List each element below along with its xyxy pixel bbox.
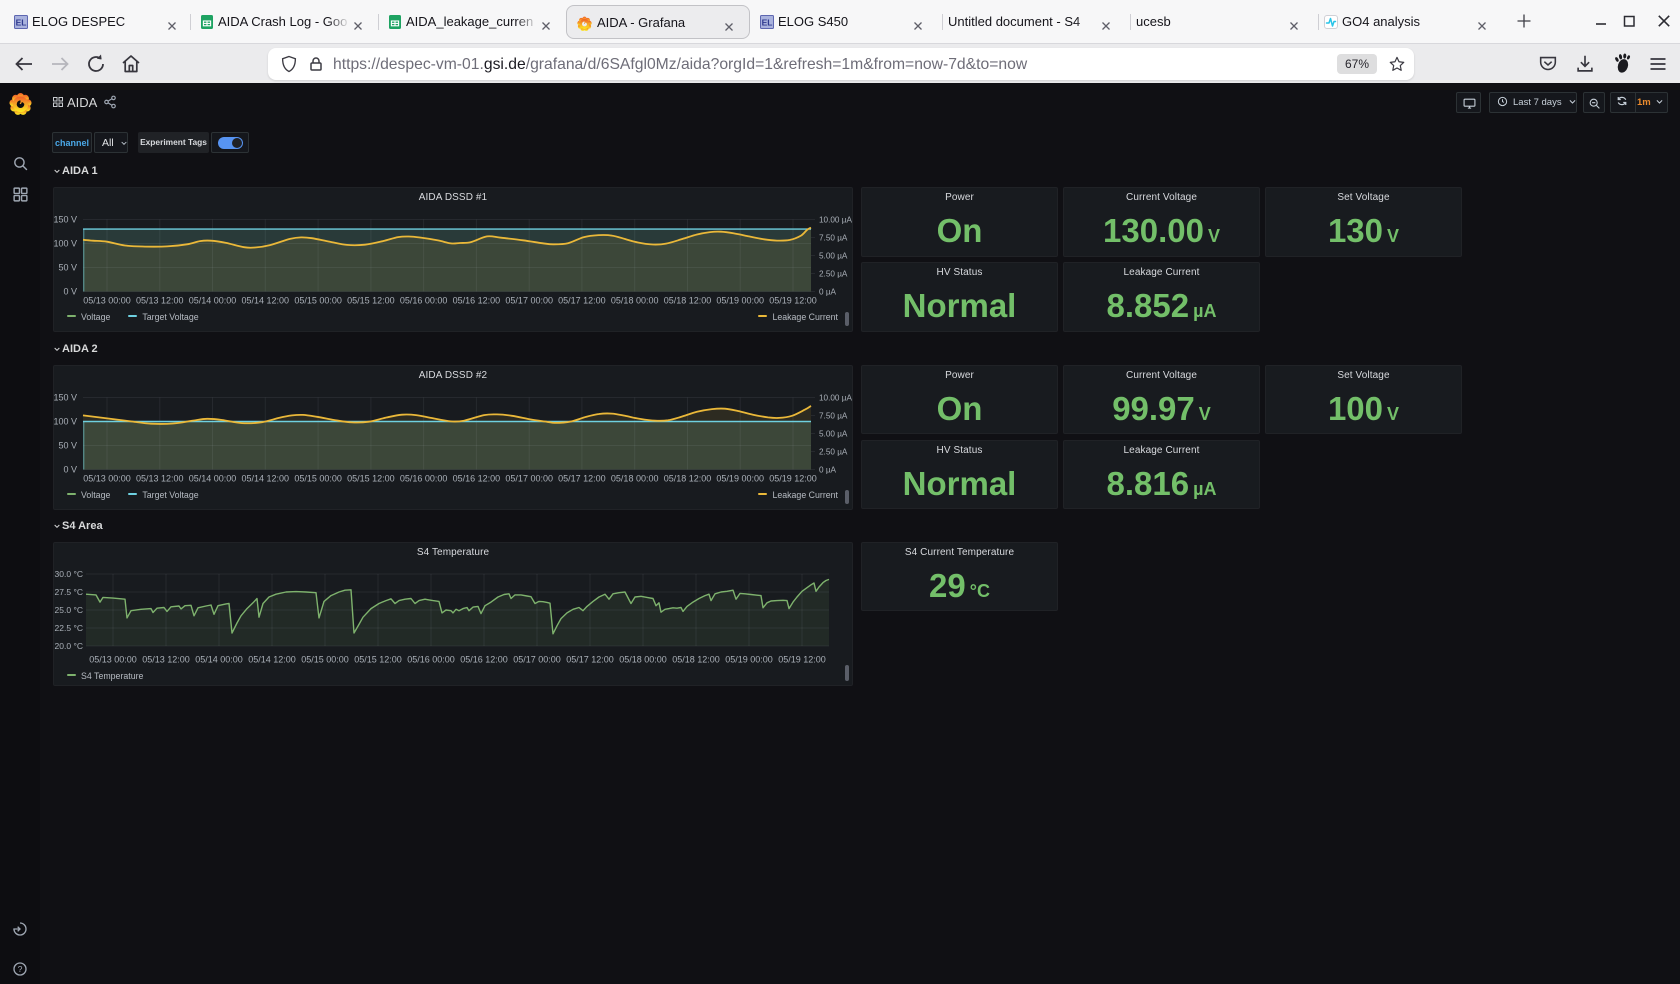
svg-text:100 V: 100 V <box>54 417 77 427</box>
svg-text:05/19 00:00: 05/19 00:00 <box>725 655 773 665</box>
svg-text:10.00 µA: 10.00 µA <box>819 216 852 225</box>
svg-text:2.50 µA: 2.50 µA <box>819 270 848 279</box>
svg-text:05/18 00:00: 05/18 00:00 <box>611 474 659 484</box>
svg-text:05/17 00:00: 05/17 00:00 <box>505 296 553 306</box>
svg-text:05/15 12:00: 05/15 12:00 <box>347 474 395 484</box>
svg-text:05/16 00:00: 05/16 00:00 <box>407 655 455 665</box>
svg-text:05/13 12:00: 05/13 12:00 <box>136 474 184 484</box>
svg-text:05/17 00:00: 05/17 00:00 <box>505 474 553 484</box>
svg-text:2.50 µA: 2.50 µA <box>819 448 848 457</box>
svg-text:05/13 00:00: 05/13 00:00 <box>83 296 131 306</box>
svg-text:10.00 µA: 10.00 µA <box>819 394 852 403</box>
svg-text:05/14 12:00: 05/14 12:00 <box>242 296 290 306</box>
svg-text:20.0 °C: 20.0 °C <box>55 641 83 651</box>
svg-text:EL: EL <box>762 17 773 27</box>
svg-text:05/16 12:00: 05/16 12:00 <box>453 474 501 484</box>
svg-text:05/17 12:00: 05/17 12:00 <box>566 655 614 665</box>
svg-text:05/13 12:00: 05/13 12:00 <box>136 296 184 306</box>
svg-text:05/18 12:00: 05/18 12:00 <box>664 474 712 484</box>
svg-text:05/19 00:00: 05/19 00:00 <box>716 474 764 484</box>
svg-text:7.50 µA: 7.50 µA <box>819 234 848 243</box>
svg-text:05/14 00:00: 05/14 00:00 <box>189 474 237 484</box>
svg-text:05/19 12:00: 05/19 12:00 <box>769 296 817 306</box>
svg-text:EL: EL <box>16 17 27 27</box>
svg-text:27.5 °C: 27.5 °C <box>55 587 83 597</box>
svg-text:150 V: 150 V <box>54 215 77 225</box>
svg-text:05/16 12:00: 05/16 12:00 <box>453 296 501 306</box>
svg-text:05/14 00:00: 05/14 00:00 <box>189 296 237 306</box>
svg-text:0 V: 0 V <box>63 465 77 475</box>
svg-text:05/15 00:00: 05/15 00:00 <box>301 655 349 665</box>
svg-text:05/13 00:00: 05/13 00:00 <box>89 655 137 665</box>
svg-text:05/19 12:00: 05/19 12:00 <box>778 655 826 665</box>
svg-text:100 V: 100 V <box>54 239 77 249</box>
svg-text:05/14 12:00: 05/14 12:00 <box>248 655 296 665</box>
svg-text:50 V: 50 V <box>58 263 77 273</box>
svg-text:05/15 00:00: 05/15 00:00 <box>294 474 342 484</box>
svg-text:05/19 12:00: 05/19 12:00 <box>769 474 817 484</box>
svg-text:05/18 12:00: 05/18 12:00 <box>672 655 720 665</box>
svg-text:05/14 12:00: 05/14 12:00 <box>242 474 290 484</box>
svg-text:?: ? <box>18 964 23 974</box>
svg-text:05/16 00:00: 05/16 00:00 <box>400 474 448 484</box>
svg-text:25.0 °C: 25.0 °C <box>55 605 83 615</box>
svg-text:0 µA: 0 µA <box>819 466 837 475</box>
svg-text:0 µA: 0 µA <box>819 288 837 297</box>
svg-text:05/14 00:00: 05/14 00:00 <box>195 655 243 665</box>
svg-text:05/17 00:00: 05/17 00:00 <box>513 655 561 665</box>
svg-text:30.0 °C: 30.0 °C <box>55 569 83 579</box>
svg-text:05/19 00:00: 05/19 00:00 <box>716 296 764 306</box>
svg-text:05/16 12:00: 05/16 12:00 <box>460 655 508 665</box>
svg-text:05/13 00:00: 05/13 00:00 <box>83 474 131 484</box>
svg-text:22.5 °C: 22.5 °C <box>55 623 83 633</box>
svg-text:05/15 12:00: 05/15 12:00 <box>347 296 395 306</box>
svg-text:05/13 12:00: 05/13 12:00 <box>142 655 190 665</box>
svg-text:5.00 µA: 5.00 µA <box>819 430 848 439</box>
svg-text:5.00 µA: 5.00 µA <box>819 252 848 261</box>
svg-text:05/17 12:00: 05/17 12:00 <box>558 474 606 484</box>
svg-text:05/18 00:00: 05/18 00:00 <box>619 655 667 665</box>
svg-text:05/16 00:00: 05/16 00:00 <box>400 296 448 306</box>
svg-text:7.50 µA: 7.50 µA <box>819 412 848 421</box>
svg-text:150 V: 150 V <box>54 393 77 403</box>
svg-text:05/17 12:00: 05/17 12:00 <box>558 296 606 306</box>
svg-text:50 V: 50 V <box>58 441 77 451</box>
svg-text:05/18 12:00: 05/18 12:00 <box>664 296 712 306</box>
svg-text:05/15 12:00: 05/15 12:00 <box>354 655 402 665</box>
svg-text:05/15 00:00: 05/15 00:00 <box>294 296 342 306</box>
svg-text:0 V: 0 V <box>63 287 77 297</box>
svg-text:05/18 00:00: 05/18 00:00 <box>611 296 659 306</box>
